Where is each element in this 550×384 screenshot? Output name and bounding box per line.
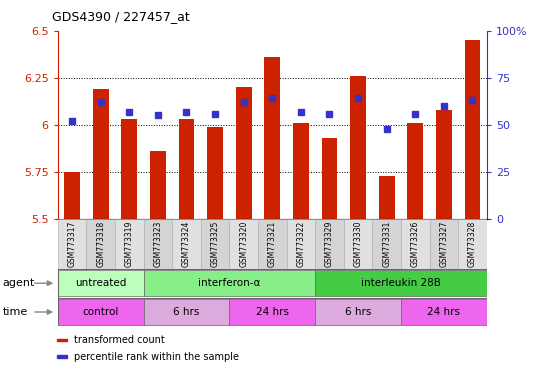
Bar bbox=[86, 219, 115, 269]
Text: untreated: untreated bbox=[75, 278, 127, 288]
Bar bbox=[229, 219, 258, 269]
Bar bbox=[201, 219, 229, 269]
Bar bbox=[436, 110, 452, 219]
Text: 6 hrs: 6 hrs bbox=[173, 307, 200, 317]
Bar bbox=[401, 219, 430, 269]
Bar bbox=[408, 123, 423, 219]
Bar bbox=[58, 299, 144, 325]
Bar bbox=[465, 40, 480, 219]
Bar bbox=[172, 219, 201, 269]
Bar bbox=[115, 219, 144, 269]
Bar bbox=[372, 219, 401, 269]
Text: time: time bbox=[3, 307, 28, 317]
Bar bbox=[236, 87, 251, 219]
Bar bbox=[315, 219, 344, 269]
Bar bbox=[207, 127, 223, 219]
Bar bbox=[379, 175, 394, 219]
Text: GSM773329: GSM773329 bbox=[325, 220, 334, 267]
Bar bbox=[458, 219, 487, 269]
Bar bbox=[93, 89, 108, 219]
Text: GSM773319: GSM773319 bbox=[125, 220, 134, 267]
Bar bbox=[57, 339, 68, 341]
Text: GSM773324: GSM773324 bbox=[182, 220, 191, 267]
Text: GSM773321: GSM773321 bbox=[268, 220, 277, 266]
Text: GSM773327: GSM773327 bbox=[439, 220, 448, 267]
Bar bbox=[344, 219, 372, 269]
Bar bbox=[229, 299, 315, 325]
Text: GSM773331: GSM773331 bbox=[382, 220, 391, 267]
Bar bbox=[57, 355, 68, 358]
Text: percentile rank within the sample: percentile rank within the sample bbox=[74, 351, 239, 361]
Text: control: control bbox=[82, 307, 119, 317]
Bar bbox=[64, 172, 80, 219]
Text: interleukin 28B: interleukin 28B bbox=[361, 278, 441, 288]
Bar bbox=[179, 119, 194, 219]
Bar bbox=[315, 270, 487, 296]
Bar bbox=[287, 219, 315, 269]
Text: GDS4390 / 227457_at: GDS4390 / 227457_at bbox=[52, 10, 190, 23]
Bar bbox=[258, 219, 287, 269]
Bar bbox=[322, 138, 337, 219]
Bar bbox=[293, 123, 309, 219]
Text: transformed count: transformed count bbox=[74, 335, 165, 345]
Text: agent: agent bbox=[3, 278, 35, 288]
Text: GSM773318: GSM773318 bbox=[96, 220, 105, 266]
Bar bbox=[401, 299, 487, 325]
Text: 6 hrs: 6 hrs bbox=[345, 307, 371, 317]
Text: GSM773328: GSM773328 bbox=[468, 220, 477, 266]
Text: GSM773322: GSM773322 bbox=[296, 220, 305, 266]
Text: interferon-α: interferon-α bbox=[198, 278, 261, 288]
Bar bbox=[122, 119, 137, 219]
Text: GSM773323: GSM773323 bbox=[153, 220, 162, 267]
Bar bbox=[144, 219, 172, 269]
Bar bbox=[144, 299, 229, 325]
Bar bbox=[265, 57, 280, 219]
Text: GSM773317: GSM773317 bbox=[68, 220, 76, 267]
Bar bbox=[58, 270, 144, 296]
Text: GSM773325: GSM773325 bbox=[211, 220, 219, 267]
Text: 24 hrs: 24 hrs bbox=[427, 307, 460, 317]
Bar bbox=[315, 299, 401, 325]
Text: GSM773326: GSM773326 bbox=[411, 220, 420, 267]
Bar bbox=[144, 270, 315, 296]
Bar bbox=[150, 151, 166, 219]
Text: GSM773330: GSM773330 bbox=[354, 220, 362, 267]
Text: 24 hrs: 24 hrs bbox=[256, 307, 289, 317]
Text: GSM773320: GSM773320 bbox=[239, 220, 248, 267]
Bar bbox=[58, 219, 86, 269]
Bar bbox=[350, 76, 366, 219]
Bar bbox=[430, 219, 458, 269]
